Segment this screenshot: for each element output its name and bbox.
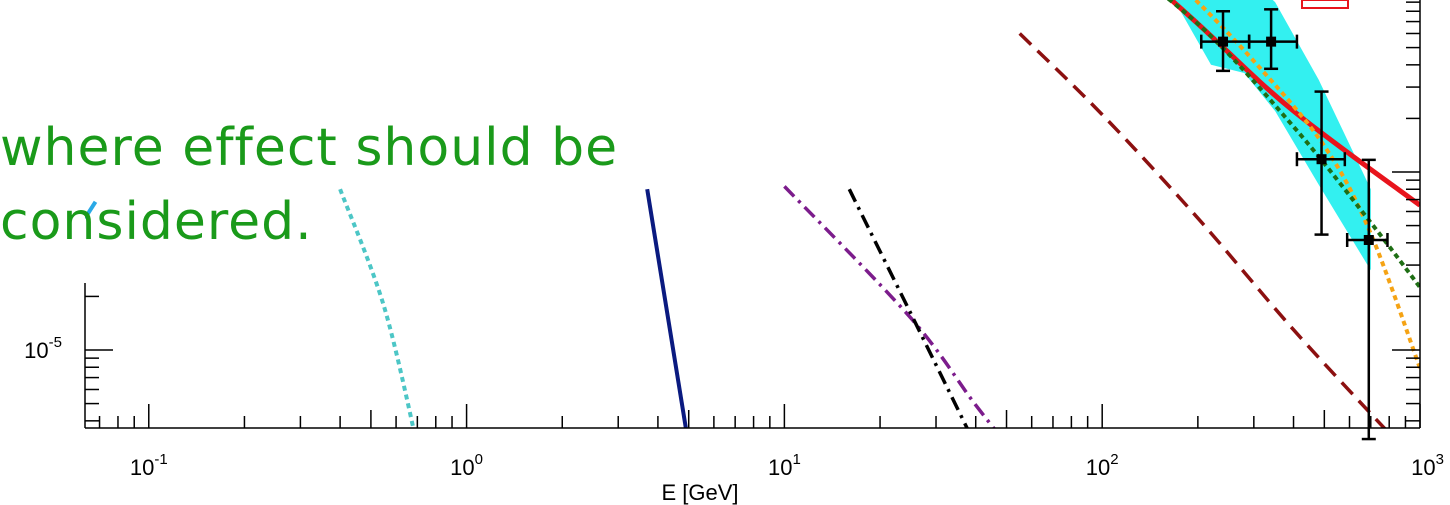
x-tick-base: 10	[450, 455, 474, 480]
data-point-6	[1295, 90, 1347, 236]
x-tick-labels: 10-1 100 101 102 103	[130, 451, 1444, 480]
x-tick-exponent: 3	[1436, 451, 1444, 468]
series-line-orange-1	[1192, 0, 1420, 369]
legend-box	[1301, 0, 1349, 9]
x-tick-label: 100	[450, 451, 483, 480]
data-point-7	[1345, 158, 1389, 441]
data-points-group	[1200, 8, 1389, 441]
data-marker	[1266, 36, 1277, 47]
y-tick-exponent: -5	[49, 334, 62, 351]
x-tick-exponent: 0	[475, 451, 483, 468]
x-tick-label: 10-1	[130, 451, 168, 480]
y-tick-labels: 10-5	[24, 334, 62, 363]
series-line-black-5	[847, 188, 969, 428]
model-curves-group	[85, 0, 1420, 428]
x-tick-exponent: 2	[1110, 451, 1118, 468]
backdrop-panel	[0, 0, 1020, 283]
data-point-5	[1247, 8, 1299, 71]
overlay-caption-line-2: considered.	[0, 192, 313, 252]
x-tick-label: 103	[1411, 451, 1444, 480]
axes-group	[84, 0, 1421, 429]
x-tick-label: 102	[1086, 451, 1119, 480]
x-tick-base: 10	[1411, 455, 1435, 480]
y-tick-base: 10	[24, 338, 48, 363]
y-tick-label: 10-5	[24, 334, 62, 363]
x-tick-label: 101	[768, 451, 801, 480]
data-point-4	[1200, 9, 1251, 73]
data-marker	[1316, 154, 1327, 165]
series-line-light_blue-8	[85, 200, 98, 220]
series-line-navy-6	[645, 188, 688, 428]
x-tick-exponent: -1	[154, 451, 167, 468]
series-line-turquoise-7	[338, 188, 416, 428]
overlay-caption-line-1: where effect should be	[0, 118, 619, 178]
series-line-purple-4	[783, 185, 996, 428]
series-line-dark_red-3	[1018, 32, 1387, 428]
data-marker	[1363, 234, 1374, 245]
x-tick-base: 10	[1086, 455, 1110, 480]
x-tick-base: 10	[130, 455, 154, 480]
x-tick-base: 10	[768, 455, 792, 480]
x-axis-title: E [GeV]	[661, 480, 738, 505]
x-tick-exponent: 1	[792, 451, 800, 468]
data-marker	[1218, 36, 1229, 47]
